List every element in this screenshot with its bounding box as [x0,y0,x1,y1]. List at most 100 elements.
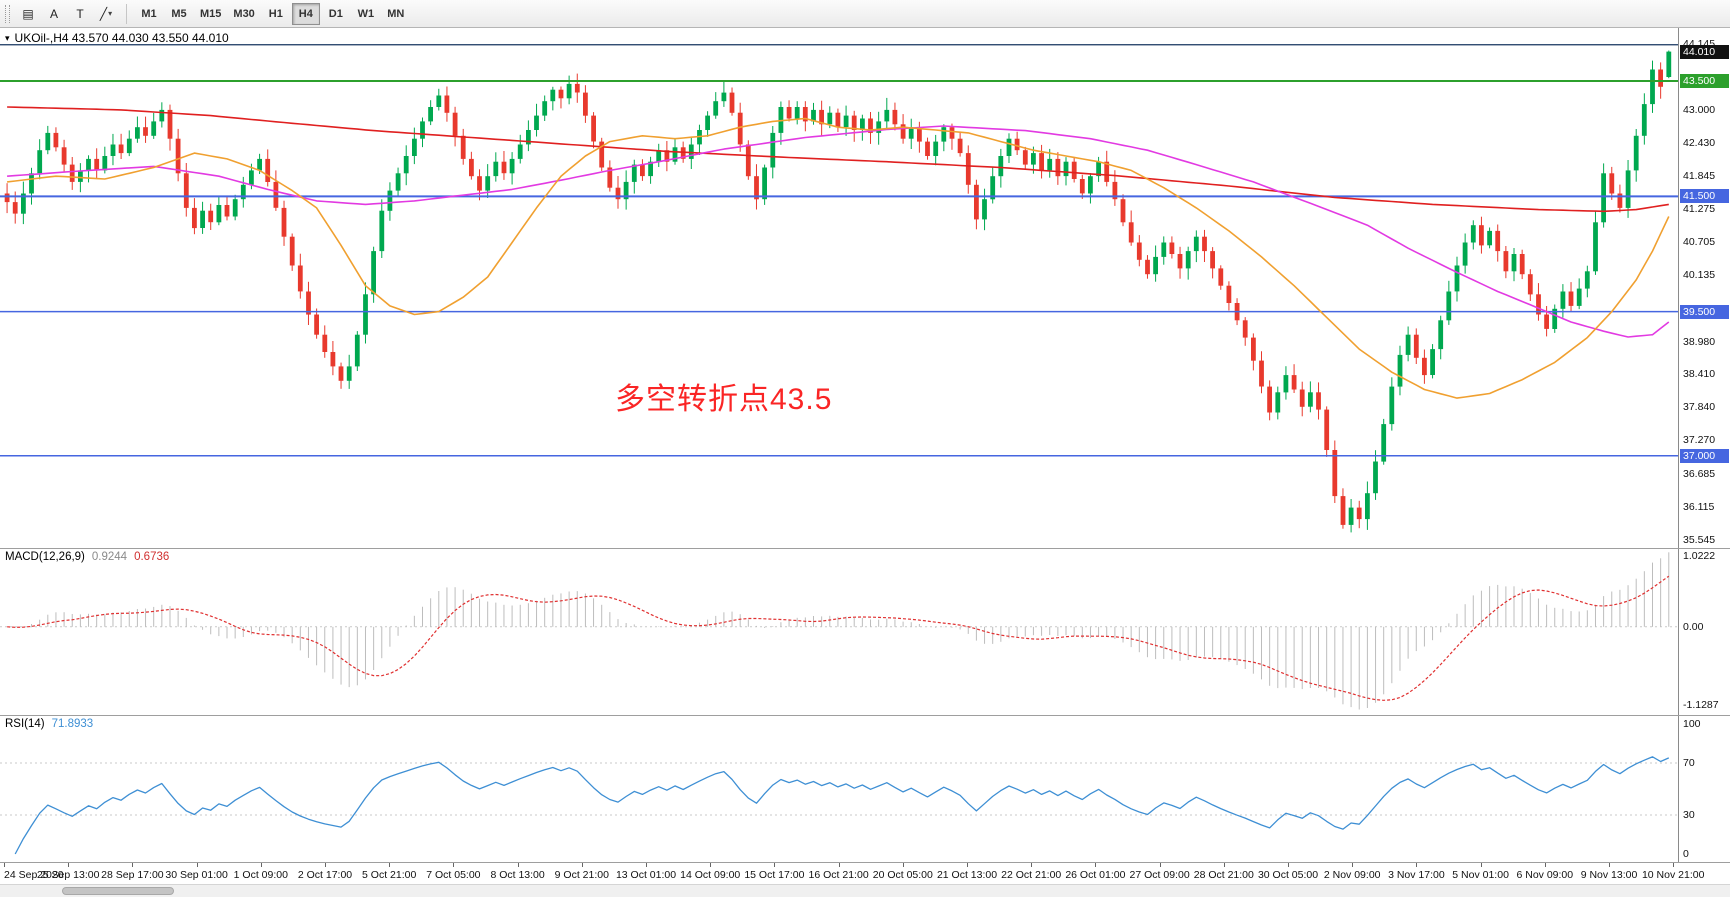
line-tool-button: ╱ [99,6,108,21]
candle-body [1185,251,1191,269]
timeframe-buttons: M1 M5 M15 M30 H1 H4 D1 W1 MN [134,2,411,25]
candle-body [232,199,238,217]
candle-body [1487,230,1492,246]
time-label: 13 Oct 01:00 [615,869,677,881]
candle-body [1202,236,1207,252]
candle-body [1658,69,1663,87]
toolbar-drag-handle[interactable] [5,4,10,23]
candle-body [78,170,83,182]
horizontal-scrollbar[interactable] [0,884,1730,897]
time-label: 26 Oct 01:00 [1065,869,1126,881]
text-tool-button[interactable]: T [68,3,92,25]
candle-body [1462,242,1468,266]
candle-body [737,112,743,145]
rsi-tick-label: 100 [1683,718,1701,730]
price-tick-label: 42.430 [1683,136,1716,149]
time-label: 9 Nov 13:00 [1580,869,1638,881]
timeframe-mn[interactable]: MN [382,3,410,25]
candle-body [1356,507,1362,520]
timeframe-m15[interactable]: M15 [195,3,226,25]
candle-body [53,132,59,148]
candle-body [1332,450,1338,497]
candle-body [428,107,433,122]
candle-body [1479,225,1484,246]
candle-body [1104,161,1110,182]
price-tick-label: 40.705 [1683,236,1716,249]
candle-body [1422,357,1427,376]
candle-body [1145,259,1150,275]
candle-body [1291,375,1297,390]
candle-body [403,156,409,174]
candle-body [591,115,596,142]
main-chart-panel[interactable]: ▾ UKOil-,H4 43.570 44.030 43.550 44.010 … [0,28,1678,548]
candle-body [289,236,295,266]
candle-body [542,101,548,116]
chart-window-icon[interactable]: ▤ [16,3,40,25]
candle-body [1128,222,1134,243]
candle-body [713,101,719,116]
timeframe-m5[interactable]: M5 [165,3,193,25]
candle-body [1365,493,1370,520]
arrow-tool-button[interactable]: A [42,3,66,25]
macd-tick-label: -1.1287 [1683,699,1719,712]
candle-body [37,150,43,174]
price-tick-label: 35.545 [1683,533,1716,546]
time-label: 27 Oct 09:00 [1129,869,1190,881]
candle-body [102,156,108,171]
candle-body [322,334,328,352]
scrollbar-thumb[interactable] [62,887,174,895]
price-tick-label: 37.840 [1683,401,1716,414]
rsi-label: RSI(14) [5,718,45,730]
line-tool-button[interactable]: ╱ ▾ [94,3,118,25]
timeframe-w1[interactable]: W1 [352,3,380,25]
candle-body [1014,138,1020,151]
candle-body [1161,242,1167,257]
time-axis[interactable]: 24 Sep 2020 25 Sep 13:00 28 Sep 17:00 30 Se… [0,862,1730,884]
rsi-chart[interactable] [0,716,1678,862]
candle-body [1275,392,1281,413]
time-tick [260,863,262,867]
candle-body [1055,158,1061,177]
candle-body [925,141,930,156]
candle-body [566,83,572,99]
timeframe-h1[interactable]: H1 [262,3,290,25]
time-tick [646,863,647,867]
candle-body [656,150,662,162]
candle-body [1242,320,1248,338]
rsi-panel[interactable]: RSI(14) 71.8933 [0,716,1678,862]
macd-axis[interactable]: 1.0222 0.00 -1.1287 [1678,549,1730,715]
candle-body [200,210,205,228]
price-axis[interactable]: 44.14543.00042.43041.84541.27540.70540.1… [1678,28,1730,548]
text-tool-button: T [76,6,84,21]
time-tick [1544,863,1546,867]
candle-body [1169,242,1175,254]
time-tick [581,863,583,867]
rsi-tick-label: 70 [1683,757,1695,769]
candle-body [1511,254,1517,272]
candle-body [1259,360,1264,387]
macd-chart[interactable] [0,549,1678,715]
candle-body [1088,176,1093,194]
timeframe-h4[interactable]: H4 [291,2,320,25]
macd-tick-label: 0.00 [1683,620,1704,633]
candle-body [860,118,865,130]
time-tick [325,863,326,867]
candle-body [884,109,890,122]
panel-separator[interactable] [0,715,1730,716]
candle-body [1584,271,1590,289]
candle-body [1381,424,1387,462]
macd-panel[interactable]: MACD(12,26,9) 0.9244 0.6736 [0,549,1678,715]
timeframe-m30[interactable]: M30 [228,3,259,25]
candlestick-chart[interactable] [0,28,1678,548]
macd-label: MACD(12,26,9) [5,551,85,563]
panel-separator[interactable] [0,548,1730,549]
candle-body [395,173,401,191]
candle-body [363,294,368,335]
candle-body [1283,375,1289,393]
timeframe-m1[interactable]: M1 [135,3,163,25]
timeframe-d1[interactable]: D1 [322,3,350,25]
rsi-axis[interactable]: 100 70 30 0 [1678,716,1730,862]
candle-body [908,127,914,139]
candle-body [998,156,1004,177]
candle-body [135,127,140,139]
